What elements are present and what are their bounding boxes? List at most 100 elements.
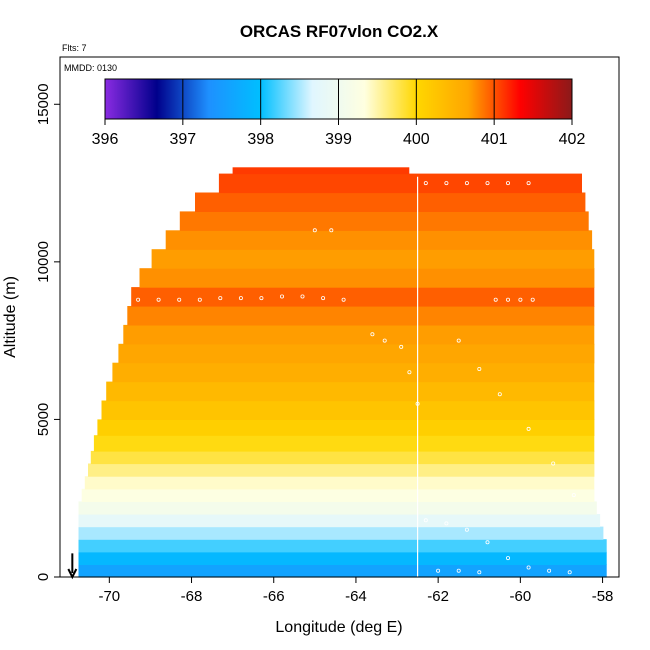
x-tick-label: -60 — [510, 588, 532, 605]
colorbar-tick-label: 402 — [559, 131, 586, 148]
colorbar-tick-label: 398 — [247, 131, 274, 148]
x-tick-label: -66 — [263, 588, 285, 605]
track-point — [551, 461, 556, 466]
track-point — [312, 228, 317, 233]
track-point — [477, 366, 482, 371]
x-tick-label: -68 — [181, 588, 203, 605]
y-tick-label: 10000 — [35, 241, 52, 283]
heatmap-cell — [97, 419, 595, 436]
heatmap-cell — [131, 287, 595, 307]
x-tick-label: -62 — [427, 588, 449, 605]
heatmap-cell — [218, 173, 582, 194]
heatmap-cell — [84, 476, 595, 490]
track-point — [197, 297, 202, 302]
track-point — [493, 297, 498, 302]
y-tick-label: 5000 — [35, 403, 52, 436]
track-point — [485, 540, 490, 545]
track-point — [399, 344, 404, 349]
track-point — [526, 426, 531, 431]
track-point — [464, 527, 469, 532]
x-tick-label: -58 — [592, 588, 614, 605]
track-point — [526, 565, 531, 570]
track-point — [329, 228, 334, 233]
track-point — [370, 332, 375, 337]
track-point — [436, 568, 441, 573]
plot-frame — [59, 56, 620, 578]
heatmap-cell — [78, 526, 604, 540]
y-axis: 0 5000 10000 15000 — [35, 83, 60, 581]
track-point — [423, 518, 428, 523]
y-axis-label: Altitude (m) — [2, 276, 19, 358]
track-point — [456, 338, 461, 343]
heatmap-cell — [106, 381, 595, 402]
track-point — [505, 297, 510, 302]
heatmap-cell — [232, 167, 410, 175]
heatmap-cell — [151, 249, 595, 269]
track-point — [238, 296, 243, 301]
x-tick-label: -64 — [345, 588, 367, 605]
track-point — [415, 401, 420, 406]
heatmap-cell — [101, 400, 595, 420]
heatmap-cell — [139, 268, 595, 288]
mmdd-annotation: MMDD: 0130 — [64, 63, 117, 73]
heatmap-cell — [78, 501, 597, 515]
colorbar-tick-label: 399 — [325, 131, 352, 148]
y-tick-label: 15000 — [35, 83, 52, 125]
track-point — [423, 181, 428, 186]
heatmap-cell — [78, 551, 607, 565]
track-point — [526, 181, 531, 186]
track-point — [456, 568, 461, 573]
heatmap-cell — [93, 435, 595, 452]
heatmap-cell — [90, 450, 595, 465]
y-tick-label: 0 — [35, 573, 52, 581]
track-point — [477, 570, 482, 575]
chart-title: ORCAS RF07vlon CO2.X — [240, 22, 439, 41]
track-point — [382, 338, 387, 343]
heatmap-cell — [195, 192, 586, 212]
track-point — [444, 181, 449, 186]
track-point — [530, 297, 535, 302]
track-point — [177, 297, 182, 302]
track-point — [505, 181, 510, 186]
track-point — [444, 521, 449, 526]
heatmap-cell — [123, 324, 595, 345]
heatmap-cell — [78, 539, 607, 553]
track-point — [571, 493, 576, 498]
colorbar-tick-label: 401 — [481, 131, 508, 148]
track-point — [567, 570, 572, 575]
heatmap-cell — [112, 362, 595, 383]
heatmap-cell — [127, 306, 595, 326]
x-tick-label: -70 — [98, 588, 120, 605]
heatmap-cell — [78, 564, 607, 578]
x-axis: -70 -68 -66 -64 -62 -60 -58 — [98, 577, 613, 605]
colorbar-tick-label: 400 — [403, 131, 430, 148]
track-point — [300, 294, 305, 299]
track-point — [485, 181, 490, 186]
colorbar: 396 397 398 399 400 401 402 — [92, 78, 586, 148]
track-point — [505, 556, 510, 561]
track-point — [259, 296, 264, 301]
track-point — [407, 370, 412, 375]
track-point — [136, 297, 141, 302]
track-point — [518, 297, 523, 302]
heatmap-cells — [78, 167, 607, 578]
track-point — [464, 181, 469, 186]
heatmap-cell — [165, 230, 593, 250]
track-point — [497, 392, 502, 397]
heatmap-cell — [81, 488, 595, 502]
track-point — [547, 568, 552, 573]
flights-annotation: Flts: 7 — [62, 43, 87, 53]
track-point — [279, 294, 284, 299]
track-point — [218, 296, 223, 301]
flight-track-points — [136, 181, 576, 575]
colorbar-tick-label: 396 — [92, 131, 119, 148]
heatmap-cell — [179, 211, 589, 231]
track-point — [156, 297, 161, 302]
heatmap-cell — [118, 343, 595, 364]
track-point — [341, 297, 346, 302]
colorbar-tick-label: 397 — [169, 131, 196, 148]
x-axis-label: Longitude (deg E) — [275, 619, 402, 636]
track-point — [321, 296, 326, 301]
heatmap-cell — [78, 514, 601, 528]
